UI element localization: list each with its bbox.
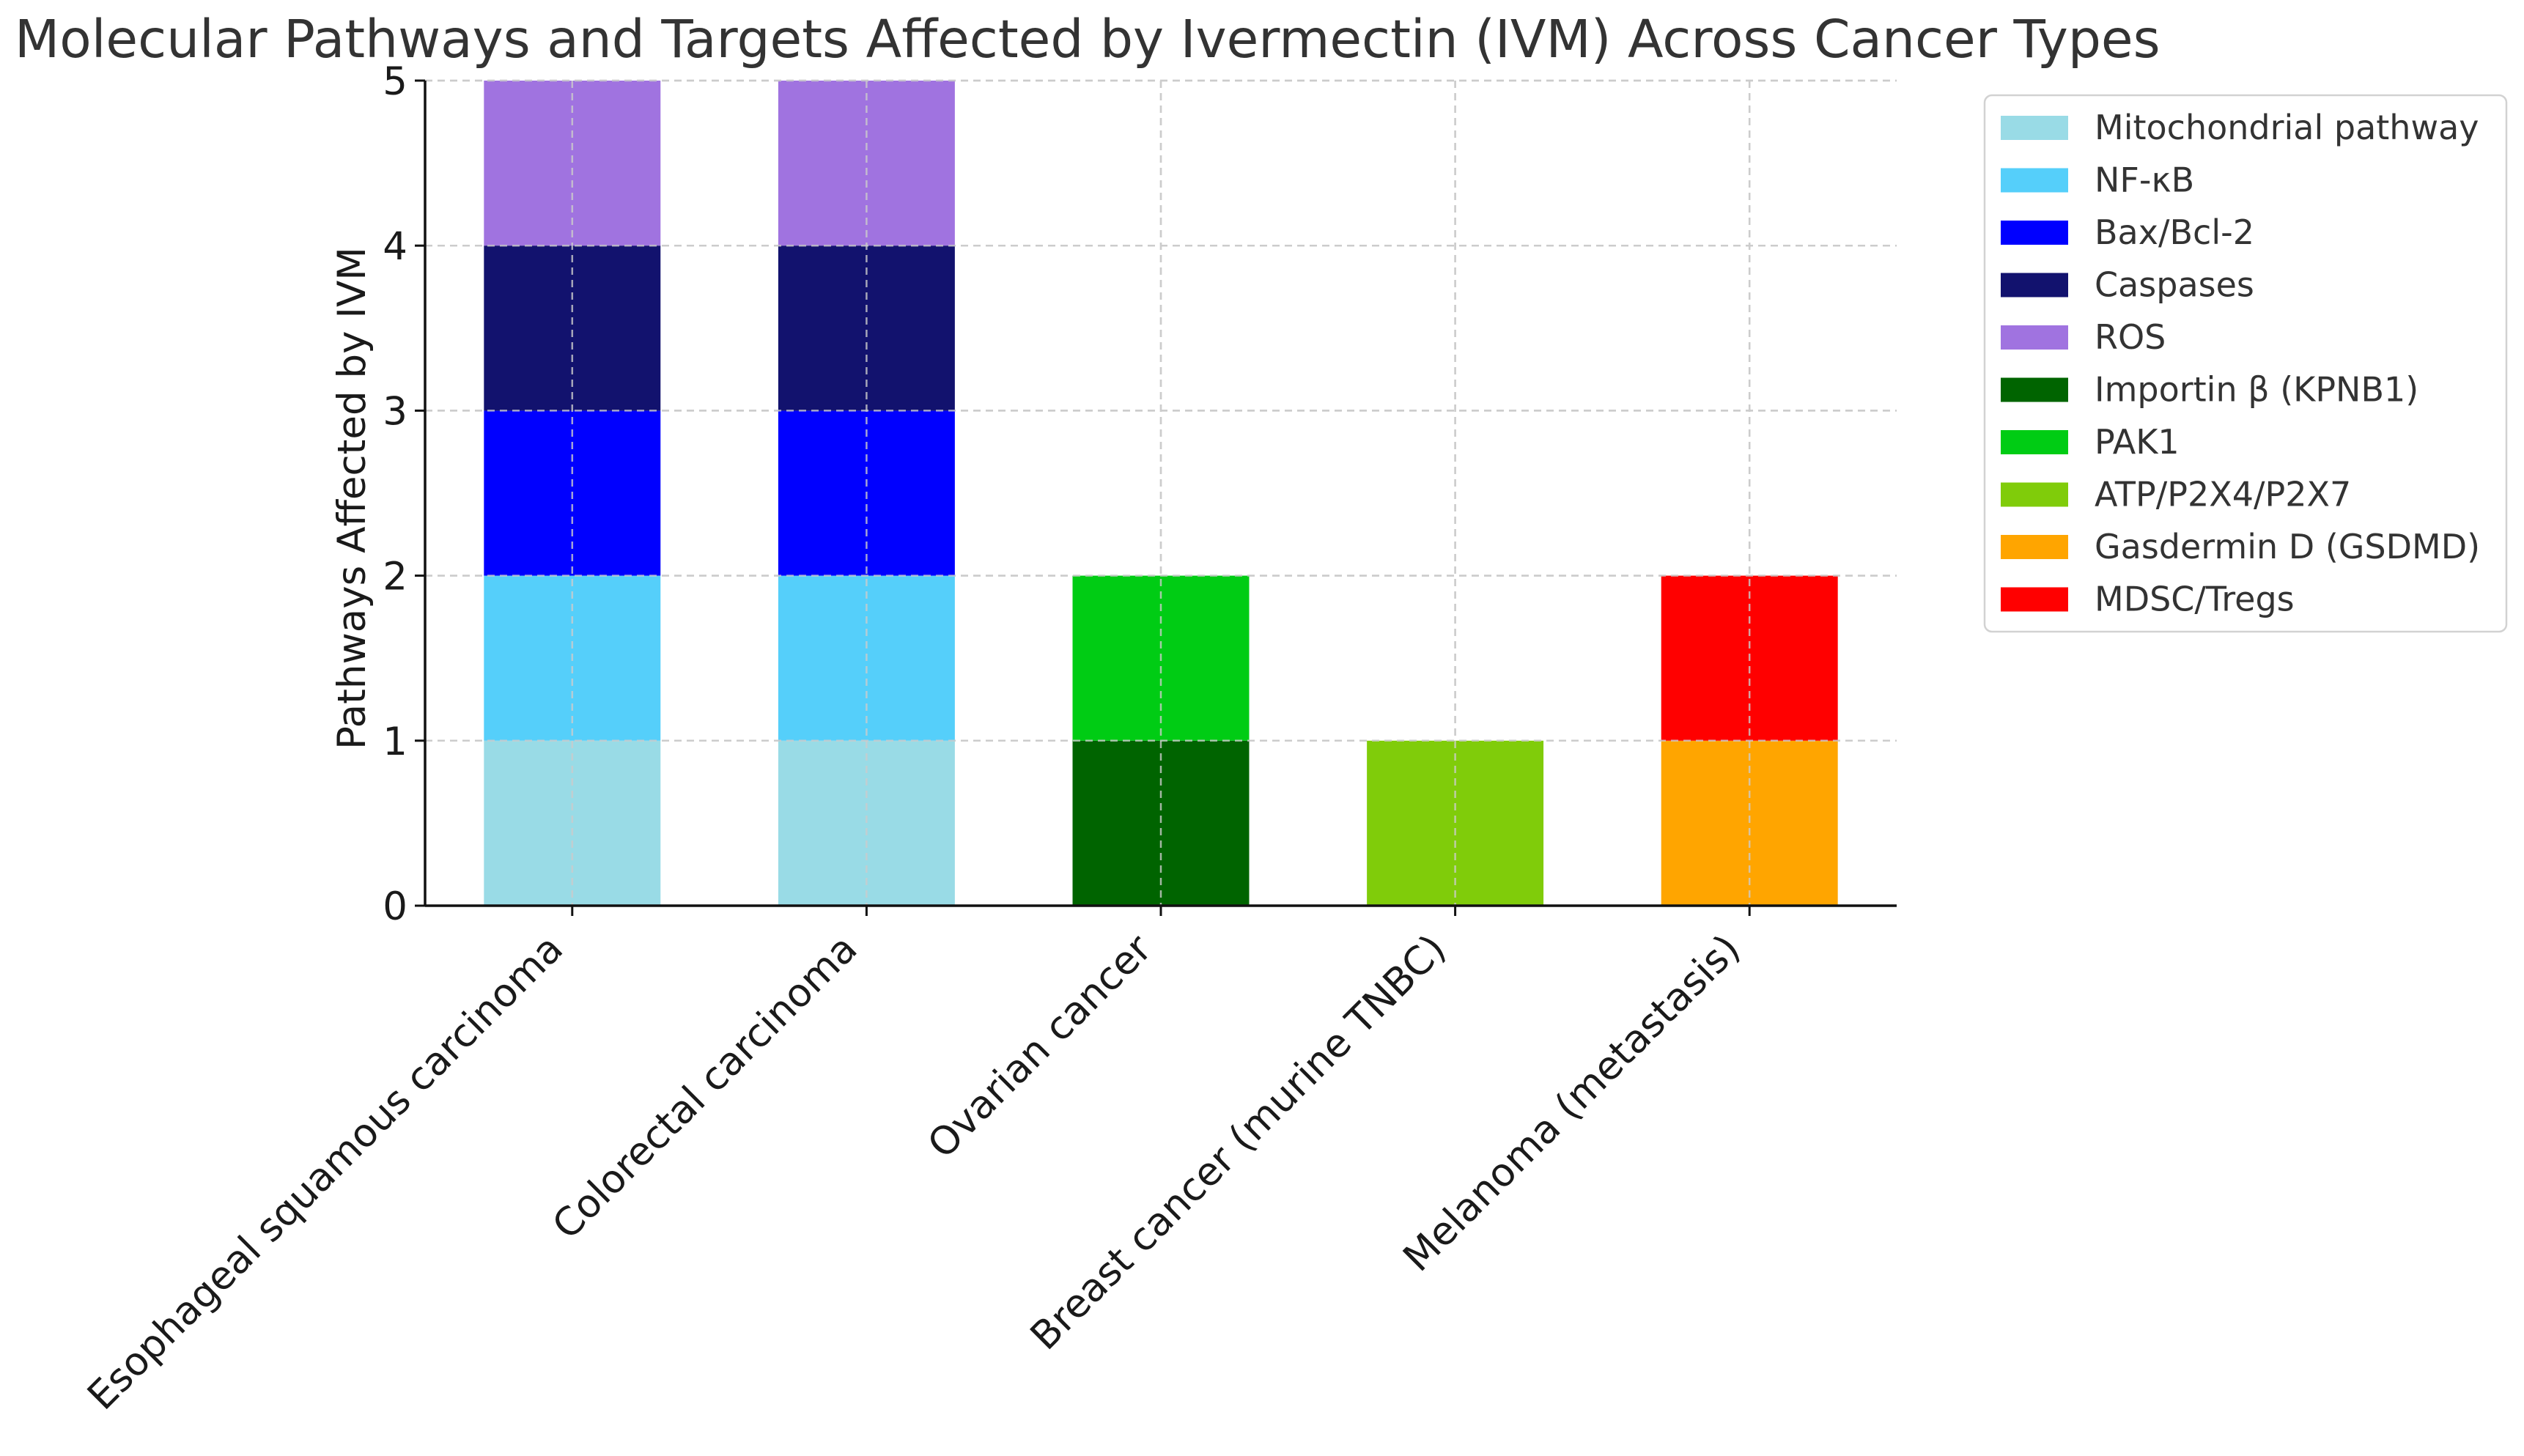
x-tick-label: Colorectal carcinoma	[544, 926, 866, 1248]
y-tick-label: 1	[383, 720, 407, 764]
legend-entry-label: Gasdermin D (GSDMD)	[2095, 527, 2480, 566]
legend-entry-label: NF-κB	[2095, 160, 2194, 200]
legend-entry-label: Caspases	[2095, 265, 2254, 305]
y-tick-label: 3	[383, 389, 407, 434]
y-tick-label: 5	[383, 59, 407, 104]
legend-entry-label: Importin β (KPNB1)	[2095, 370, 2418, 410]
legend-box	[1983, 94, 2508, 633]
y-tick-label: 4	[383, 224, 407, 269]
legend[interactable]: Mitochondrial pathway NF-κB Bax/Bcl-2 Caspa…	[1983, 94, 2508, 633]
legend-entry-label: PAK1	[2095, 422, 2180, 462]
legend-swatch	[2001, 430, 2068, 454]
legend-swatch	[2001, 221, 2068, 245]
x-tick-label: Ovarian cancer	[920, 926, 1161, 1167]
y-tick-label: 0	[383, 884, 407, 929]
chart-title: Molecular Pathways and Targets Affected …	[15, 9, 2160, 70]
legend-swatch	[2001, 168, 2068, 193]
legend-entry-label: Mitochondrial pathway	[2095, 108, 2479, 147]
legend-entry-label: Bax/Bcl-2	[2095, 213, 2254, 252]
x-tick-label: Melanoma (metastasis)	[1395, 926, 1749, 1280]
legend-swatch	[2001, 377, 2068, 402]
legend-entry-label: ROS	[2095, 317, 2166, 357]
legend-swatch	[2001, 482, 2068, 507]
y-tick-label: 2	[383, 555, 407, 599]
legend-entry-label: ATP/P2X4/P2X7	[2095, 475, 2351, 514]
legend-swatch	[2001, 116, 2068, 140]
legend-swatch	[2001, 273, 2068, 298]
legend-swatch	[2001, 587, 2068, 612]
legend-swatch	[2001, 325, 2068, 350]
y-axis-label: Pathways Affected by IVM	[330, 247, 374, 750]
legend-swatch	[2001, 535, 2068, 559]
legend-entry-label: MDSC/Tregs	[2095, 580, 2295, 619]
grid-overlay	[425, 79, 1897, 906]
x-tick-label: Esophageal squamous carcinoma	[79, 926, 572, 1419]
